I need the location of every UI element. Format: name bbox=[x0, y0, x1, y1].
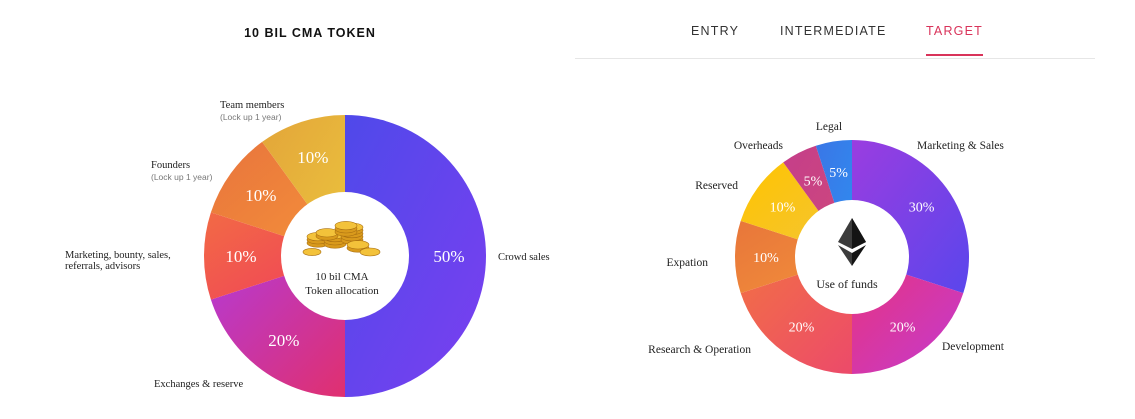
slice-crowd-sales bbox=[345, 115, 486, 397]
slice-value-label: 20% bbox=[890, 320, 916, 335]
label-expation: Expation bbox=[666, 257, 708, 269]
slice-value-label: 10% bbox=[245, 186, 276, 205]
slice-value-label: 10% bbox=[770, 200, 796, 215]
slice-marketing-bounty-sales-referrals-advisors bbox=[203, 212, 345, 300]
token-allocation-panel: 10 BIL CMA TOKEN 50% 20% 10% 10% 10% Crowd sa… bbox=[65, 26, 550, 397]
use-of-funds-panel: ENTRY INTERMEDIATE TARGET 30% 20% 20% 10% 10… bbox=[575, 0, 1135, 419]
label-note-team-members: (Lock up 1 year) bbox=[220, 112, 282, 122]
token-allocation-donut-chart: 50% 20% 10% 10% 10% Crowd sales Exchanges & re… bbox=[65, 100, 550, 397]
label-reserved: Reserved bbox=[695, 180, 738, 192]
center-label-line1: 10 bil CMA bbox=[315, 271, 368, 283]
use-of-funds-donut-chart: 30% 20% 20% 10% 10% 5% 5% Marketing & Sales Deve… bbox=[648, 121, 1005, 374]
slice-value-label: 30% bbox=[909, 200, 935, 215]
label-note-founders: (Lock up 1 year) bbox=[151, 172, 213, 182]
label-legal: Legal bbox=[816, 121, 842, 133]
ethereum-icon bbox=[838, 218, 866, 266]
slice-value-label: 20% bbox=[789, 320, 815, 335]
gold-coins-icon bbox=[302, 221, 381, 257]
slice-value-label: 5% bbox=[804, 174, 823, 189]
tab-intermediate[interactable]: INTERMEDIATE bbox=[780, 24, 887, 38]
center-label: Use of funds bbox=[816, 277, 878, 291]
slice-value-label: 10% bbox=[297, 148, 328, 167]
slice-expation bbox=[735, 220, 852, 294]
slice-value-label: 5% bbox=[829, 166, 848, 181]
label-marketing-bounty-sales-referrals-advisors: Marketing, bounty, sales, referrals, advi… bbox=[65, 250, 171, 272]
label-marketing-sales: Marketing & Sales bbox=[917, 140, 1004, 152]
slice-value-label: 10% bbox=[753, 251, 779, 266]
center-label-line2: Token allocation bbox=[305, 285, 379, 297]
label-exchanges-reserve: Exchanges & reserve bbox=[154, 379, 244, 390]
label-development: Development bbox=[942, 341, 1005, 353]
token-title: 10 BIL CMA TOKEN bbox=[244, 26, 376, 40]
tab-entry[interactable]: ENTRY bbox=[691, 24, 740, 38]
label-overheads: Overheads bbox=[734, 140, 784, 152]
slice-value-label: 50% bbox=[433, 247, 464, 266]
label-founders: Founders bbox=[151, 160, 190, 171]
donut-hole bbox=[281, 192, 409, 320]
slice-value-label: 10% bbox=[225, 247, 256, 266]
label-research-operation: Research & Operation bbox=[648, 344, 751, 356]
label-team-members: Team members bbox=[220, 100, 284, 111]
stage-tabs: ENTRY INTERMEDIATE TARGET bbox=[575, 0, 1095, 59]
slice-value-label: 20% bbox=[268, 331, 299, 350]
tab-target[interactable]: TARGET bbox=[926, 24, 983, 56]
label-crowd-sales: Crowd sales bbox=[498, 252, 550, 263]
